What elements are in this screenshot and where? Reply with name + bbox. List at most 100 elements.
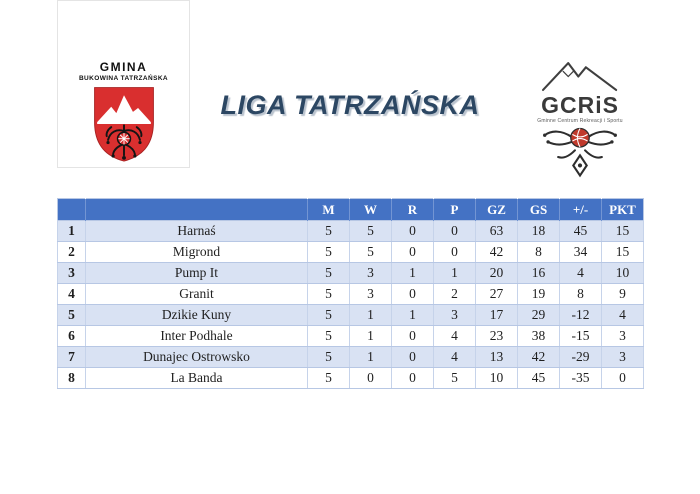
stat-cell: 5 [307,241,350,263]
gcris-mountain-icon [541,62,618,92]
column-header-r: R [391,198,434,221]
stat-cell: 15 [601,241,644,263]
table-row: 4 Granit 5 3 0 2 27 19 8 9 [57,283,644,305]
stat-cell: 63 [475,220,518,242]
stat-cell: 8 [559,283,602,305]
gmina-logo: GMINA BUKOWINA TATRZAŃSKA [57,0,190,168]
gcris-logo-subtitle: Gminne Centrum Rekreacji i Sportu [537,118,623,124]
stat-cell: 5 [307,262,350,284]
stat-cell: 5 [307,346,350,368]
stat-cell: -35 [559,367,602,389]
stat-cell: 4 [433,346,476,368]
stat-cell: 0 [391,325,434,347]
team-name-cell: Pump It [85,262,308,284]
stat-cell: 15 [601,220,644,242]
rank-cell: 5 [57,304,86,326]
stat-cell: 0 [391,367,434,389]
table-header-row: M W R P GZ GS +/- PKT [57,198,644,221]
table-row: 1 Harnaś 5 5 0 0 63 18 45 15 [57,220,644,242]
stat-cell: 13 [475,346,518,368]
stat-cell: 1 [433,262,476,284]
column-header-gz: GZ [475,198,518,221]
stat-cell: 38 [517,325,560,347]
stat-cell: 3 [601,325,644,347]
table-row: 8 La Banda 5 0 0 5 10 45 -35 0 [57,367,644,389]
gmina-shield-icon [93,87,154,162]
stat-cell: 2 [433,283,476,305]
stat-cell: 3 [349,283,392,305]
gmina-logo-subtitle: BUKOWINA TATRZAŃSKA [78,75,169,83]
stat-cell: 3 [433,304,476,326]
table-row: 5 Dzikie Kuny 5 1 1 3 17 29 -12 4 [57,304,644,326]
rank-cell: 1 [57,220,86,242]
rank-cell: 7 [57,346,86,368]
stat-cell: -15 [559,325,602,347]
stat-cell: 45 [517,367,560,389]
stat-cell: 1 [349,346,392,368]
stat-cell: 42 [475,241,518,263]
stat-cell: 19 [517,283,560,305]
table-row: 7 Dunajec Ostrowsko 5 1 0 4 13 42 -29 3 [57,346,644,368]
column-header-pkt: PKT [601,198,644,221]
stat-cell: 5 [433,367,476,389]
table-row: 6 Inter Podhale 5 1 0 4 23 38 -15 3 [57,325,644,347]
team-name-cell: La Banda [85,367,308,389]
stat-cell: 34 [559,241,602,263]
stat-cell: 16 [517,262,560,284]
stat-cell: 5 [349,241,392,263]
stat-cell: 23 [475,325,518,347]
stat-cell: 17 [475,304,518,326]
stat-cell: 8 [517,241,560,263]
stat-cell: 1 [391,304,434,326]
stat-cell: 5 [307,367,350,389]
team-name-cell: Dunajec Ostrowsko [85,346,308,368]
stat-cell: 5 [349,220,392,242]
stat-cell: 3 [349,262,392,284]
rank-cell: 4 [57,283,86,305]
stat-cell: 0 [391,220,434,242]
team-name-cell: Harnaś [85,220,308,242]
gcris-ornament-icon [543,127,617,178]
column-header-w: W [349,198,392,221]
stat-cell: 5 [307,283,350,305]
stat-cell: 1 [349,304,392,326]
column-header-p: P [433,198,476,221]
stat-cell: 0 [391,241,434,263]
stat-cell: 0 [391,346,434,368]
stat-cell: 0 [391,283,434,305]
stat-cell: 0 [433,241,476,263]
stat-cell: 9 [601,283,644,305]
stat-cell: 4 [433,325,476,347]
rank-cell: 3 [57,262,86,284]
stat-cell: 29 [517,304,560,326]
stat-cell: 0 [349,367,392,389]
stat-cell: 18 [517,220,560,242]
rank-column-header [57,198,86,221]
stat-cell: -12 [559,304,602,326]
stat-cell: 27 [475,283,518,305]
gcris-logo-name: GCRiS [541,92,619,118]
table-row: 2 Migrond 5 5 0 0 42 8 34 15 [57,241,644,263]
column-header-m: M [307,198,350,221]
stat-cell: 3 [601,346,644,368]
stat-cell: 5 [307,220,350,242]
table-row: 3 Pump It 5 3 1 1 20 16 4 10 [57,262,644,284]
column-header-diff: +/- [559,198,602,221]
stat-cell: 10 [475,367,518,389]
stat-cell: 5 [307,325,350,347]
gcris-logo: GCRiS Gminne Centrum Rekreacji i Sportu [516,56,644,184]
league-table: M W R P GZ GS +/- PKT 1 Harnaś 5 5 0 0 6… [57,198,644,389]
stat-cell: 4 [601,304,644,326]
column-header-gs: GS [517,198,560,221]
page-title: LIGA TATRZAŃSKA [220,90,480,120]
stat-cell: 1 [349,325,392,347]
rank-cell: 8 [57,367,86,389]
team-name-cell: Inter Podhale [85,325,308,347]
stat-cell: 45 [559,220,602,242]
stat-cell: 10 [601,262,644,284]
rank-cell: 2 [57,241,86,263]
stat-cell: 1 [391,262,434,284]
stat-cell: -29 [559,346,602,368]
gmina-logo-title: GMINA [99,60,148,74]
stat-cell: 5 [307,304,350,326]
